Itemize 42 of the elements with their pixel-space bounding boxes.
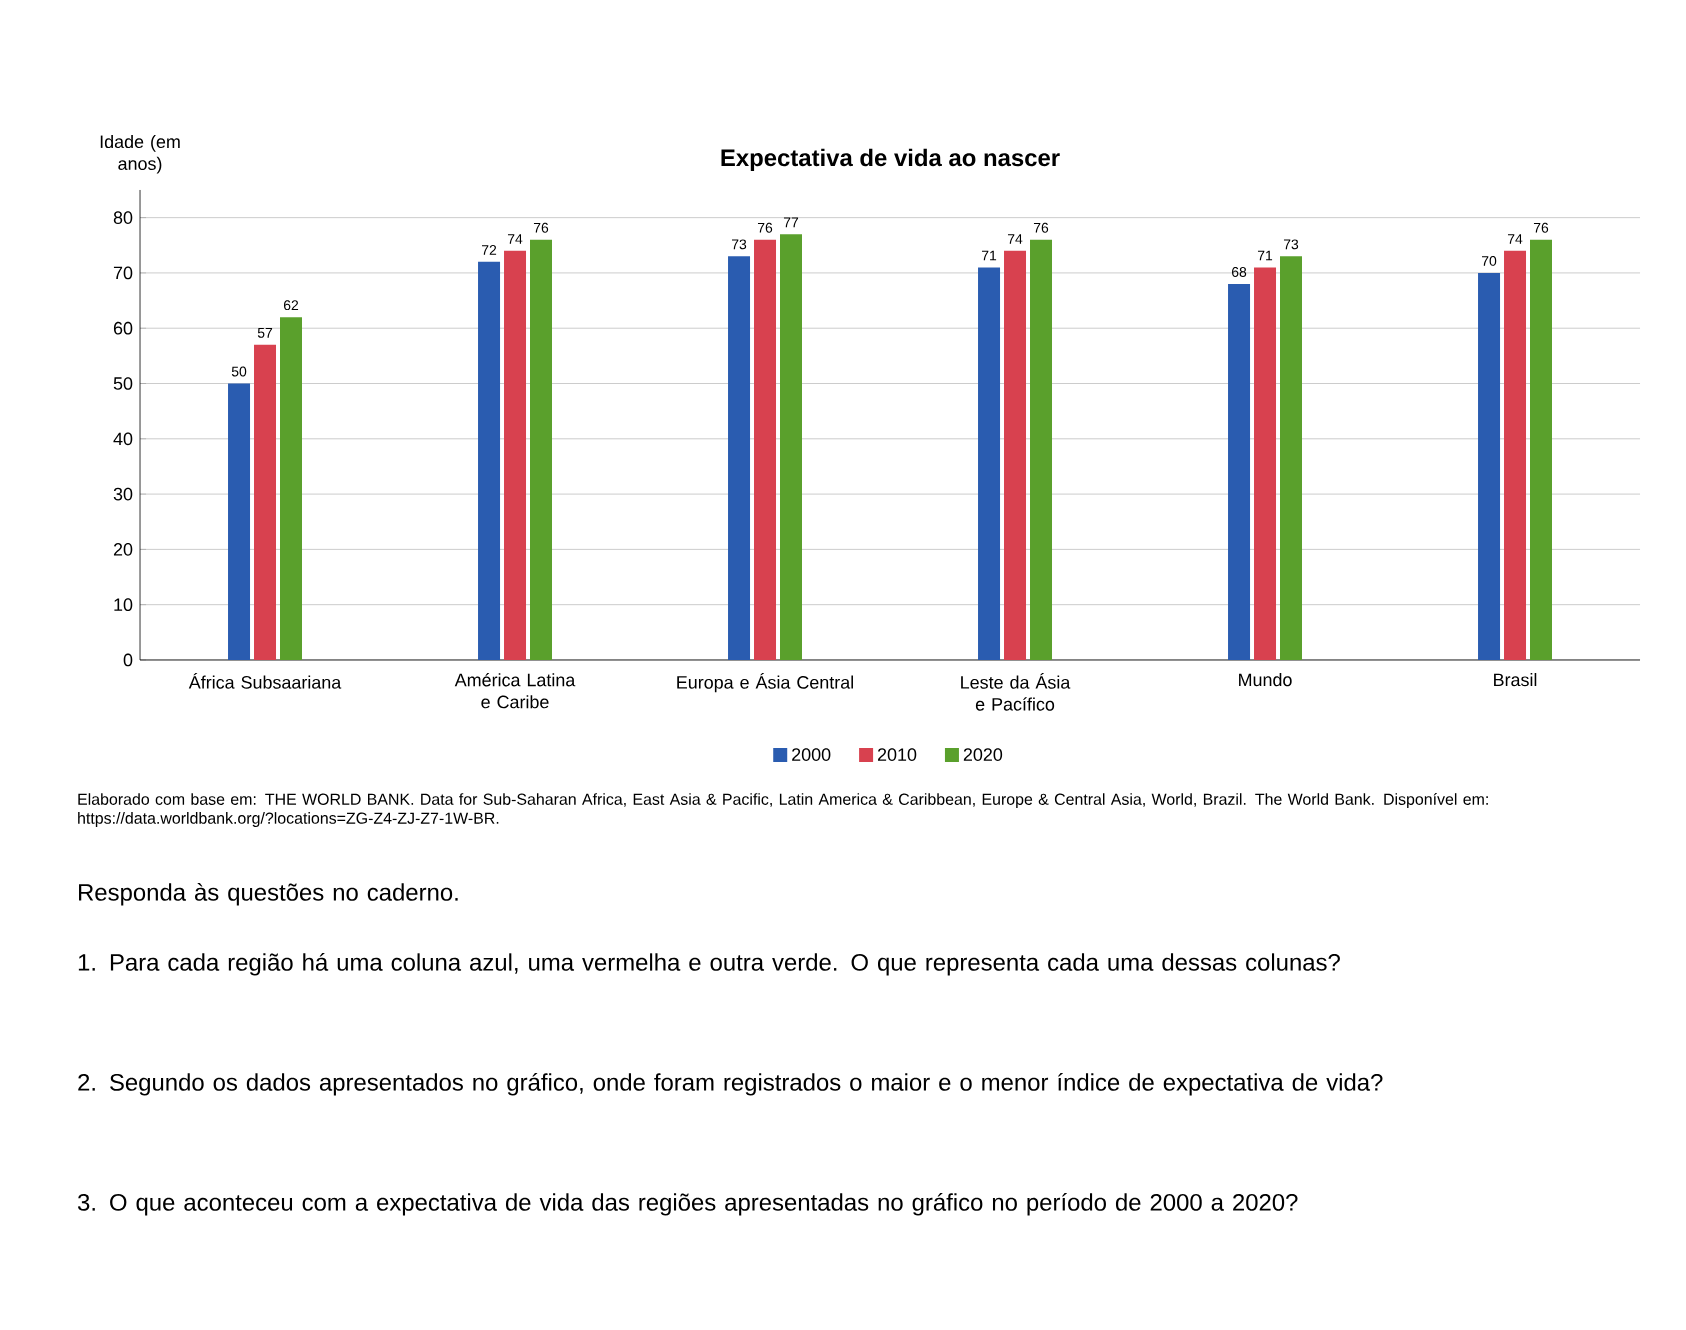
y-tick-label: 40 bbox=[113, 432, 133, 446]
legend-label: 2000 bbox=[792, 748, 831, 761]
x-tick-label: Brasil bbox=[1494, 673, 1537, 687]
bar bbox=[1004, 250, 1027, 660]
x-tick-label: Mundo bbox=[1239, 673, 1292, 687]
y-tick-label: 20 bbox=[113, 543, 133, 556]
y-tick-label: 10 bbox=[114, 598, 133, 612]
x-tick-label: Europa e Ásia Central bbox=[677, 673, 853, 693]
bar bbox=[1478, 272, 1501, 660]
bar bbox=[280, 317, 303, 660]
text: 3. O que aconteceu com a expectativa de vida das regiões apresentadas no gráfico no período de 2000 a 2020? bbox=[77, 1193, 1298, 1216]
bar bbox=[754, 239, 777, 660]
bar bbox=[1254, 267, 1277, 660]
bar bbox=[1504, 250, 1527, 660]
bar bbox=[1030, 239, 1053, 660]
bar bbox=[254, 344, 277, 660]
x-tick-label: África Subsaariana bbox=[188, 673, 342, 689]
y-tick-label: 30 bbox=[113, 487, 133, 501]
y-axis-title: Idade (em anos) bbox=[100, 134, 180, 174]
legend-label: 2010 bbox=[877, 748, 917, 761]
bar bbox=[478, 261, 501, 660]
y-tick-label: 80 bbox=[113, 211, 133, 224]
bar bbox=[1228, 283, 1251, 660]
text: Responda às questões no caderno. bbox=[79, 883, 458, 906]
text: 2. Segundo os dados apresentados no gráfico, onde foram registrados o maior e o menor índice de expectativa de vida? bbox=[78, 1073, 1383, 1096]
bar bbox=[504, 250, 527, 660]
bar bbox=[728, 256, 751, 660]
x-tick-label: América Latina e Caribe bbox=[454, 672, 576, 709]
bar bbox=[228, 383, 251, 660]
y-tick-label: 0 bbox=[123, 653, 133, 667]
bar bbox=[780, 234, 802, 660]
text: 1. Para cada região há uma coluna azul, uma vermelha e outra verde. O que representa cada uma dessas colunas? bbox=[78, 953, 1340, 976]
y-tick-label: 70 bbox=[113, 266, 133, 280]
y-tick-label: 60 bbox=[113, 321, 133, 335]
bar bbox=[978, 267, 1001, 660]
chart-title: Expectativa de vida ao nascer bbox=[721, 148, 1060, 171]
x-tick-label: Leste da Ásia e Pacífico bbox=[961, 673, 1071, 711]
y-tick-label: 50 bbox=[113, 377, 133, 390]
bar bbox=[1530, 239, 1552, 660]
bar bbox=[1280, 256, 1303, 660]
legend-label: 2020 bbox=[963, 748, 1003, 761]
bar bbox=[530, 239, 552, 660]
